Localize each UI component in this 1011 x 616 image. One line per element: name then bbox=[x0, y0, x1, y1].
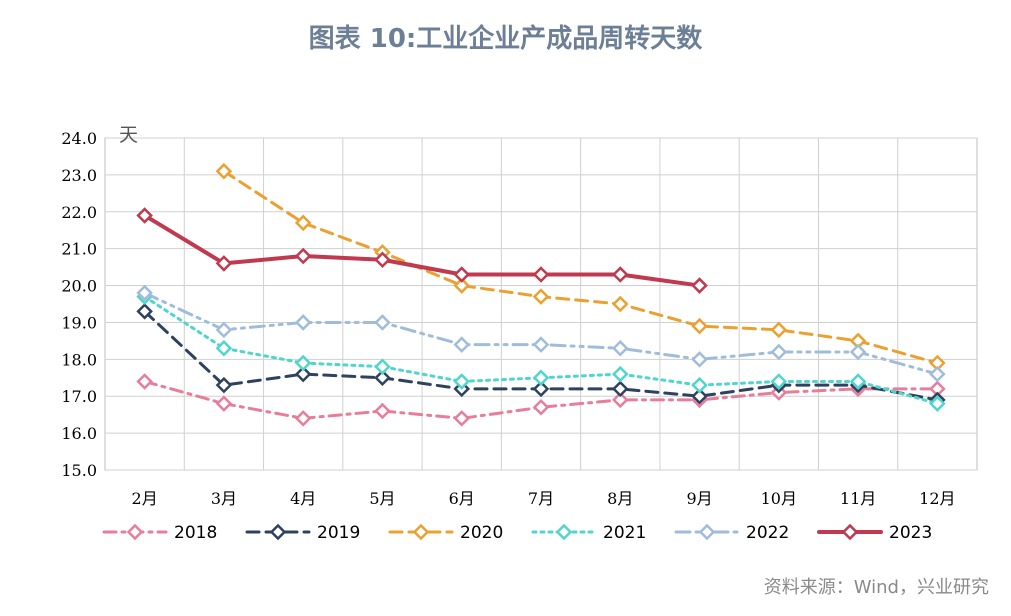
data-point-2022 bbox=[929, 365, 946, 383]
data-point-2021 bbox=[294, 354, 312, 372]
data-point-2022 bbox=[453, 336, 470, 353]
legend-marker-2019 bbox=[269, 523, 287, 541]
data-point-2018 bbox=[453, 410, 470, 427]
y-tick-label: 21.0 bbox=[61, 240, 97, 259]
x-tick-label: 8月 bbox=[607, 489, 633, 508]
y-tick-label: 23.0 bbox=[61, 166, 97, 185]
data-point-2018 bbox=[215, 395, 233, 412]
data-point-2022 bbox=[612, 339, 629, 357]
y-tick-label: 15.0 bbox=[61, 461, 97, 480]
legend-marker-2023 bbox=[841, 523, 859, 541]
data-point-2021 bbox=[374, 358, 391, 375]
data-point-2023 bbox=[374, 251, 391, 269]
y-tick-label: 24.0 bbox=[61, 129, 97, 148]
data-point-2022 bbox=[770, 343, 788, 361]
legend-label-2018: 2018 bbox=[174, 523, 217, 543]
data-point-2023 bbox=[612, 266, 629, 283]
legend-label-2022: 2022 bbox=[746, 523, 789, 543]
chart-title: 图表 10:工业企业产成品周转天数 bbox=[308, 24, 703, 54]
x-tick-label: 6月 bbox=[449, 489, 475, 508]
data-point-2021 bbox=[453, 373, 470, 390]
series-line-2020 bbox=[222, 169, 939, 365]
data-point-2021 bbox=[215, 339, 233, 357]
x-tick-label: 3月 bbox=[211, 489, 237, 508]
series-line-2023 bbox=[142, 213, 702, 288]
y-tick-label: 19.0 bbox=[61, 313, 97, 332]
data-point-2021 bbox=[929, 395, 946, 412]
data-point-2019 bbox=[215, 376, 233, 394]
data-point-2023 bbox=[453, 266, 470, 283]
data-point-2022 bbox=[374, 314, 391, 331]
x-tick-label: 12月 bbox=[919, 489, 955, 508]
data-point-2020 bbox=[215, 162, 233, 180]
data-point-2023 bbox=[215, 255, 233, 272]
y-tick-label: 17.0 bbox=[61, 387, 97, 406]
data-point-2018 bbox=[136, 373, 153, 390]
data-point-2022 bbox=[294, 314, 312, 331]
data-point-2021 bbox=[849, 373, 867, 390]
series-line-2018 bbox=[143, 379, 939, 420]
x-tick-label: 7月 bbox=[528, 489, 554, 508]
data-point-2019 bbox=[612, 380, 629, 398]
data-point-2020 bbox=[294, 214, 312, 232]
legend-label-2020: 2020 bbox=[460, 523, 503, 543]
data-point-2022 bbox=[136, 284, 153, 302]
data-point-2022 bbox=[849, 343, 867, 361]
data-point-2021 bbox=[770, 373, 788, 390]
data-point-2023 bbox=[532, 266, 550, 283]
source-note: 资料来源：Wind，兴业研究 bbox=[763, 577, 989, 598]
x-tick-label: 4月 bbox=[290, 489, 316, 508]
data-point-2022 bbox=[532, 336, 550, 353]
legend-marker-2021 bbox=[555, 523, 573, 541]
legend-marker-2018 bbox=[126, 523, 144, 541]
x-tick-label: 11月 bbox=[840, 489, 876, 508]
y-tick-label: 22.0 bbox=[61, 203, 97, 222]
data-point-2022 bbox=[215, 321, 233, 339]
x-tick-label: 2月 bbox=[132, 489, 158, 508]
legend-marker-2020 bbox=[412, 523, 430, 541]
data-point-2018 bbox=[612, 391, 629, 409]
y-tick-label: 18.0 bbox=[61, 350, 97, 369]
legend-label-2019: 2019 bbox=[317, 523, 360, 543]
data-point-2018 bbox=[294, 410, 312, 427]
data-point-2020 bbox=[532, 288, 550, 305]
x-tick-label: 5月 bbox=[369, 489, 395, 508]
data-point-2018 bbox=[374, 402, 391, 420]
data-point-2019 bbox=[136, 303, 153, 320]
data-point-2020 bbox=[770, 321, 788, 339]
data-point-2022 bbox=[691, 351, 708, 368]
legend-label-2021: 2021 bbox=[603, 523, 646, 543]
data-point-2019 bbox=[691, 387, 708, 405]
data-point-2019 bbox=[532, 380, 550, 398]
x-tick-label: 10月 bbox=[761, 489, 797, 508]
legend-label-2023: 2023 bbox=[889, 523, 932, 543]
y-axis-label: 天 bbox=[119, 124, 138, 146]
data-point-2019 bbox=[294, 365, 312, 383]
data-point-2023 bbox=[136, 207, 153, 224]
data-point-2021 bbox=[612, 365, 629, 383]
data-point-2021 bbox=[532, 369, 550, 387]
data-point-2021 bbox=[691, 376, 708, 394]
data-point-2023 bbox=[294, 247, 312, 265]
data-point-2019 bbox=[374, 369, 391, 387]
data-point-2018 bbox=[532, 399, 550, 416]
x-tick-label: 9月 bbox=[686, 489, 712, 508]
data-point-2020 bbox=[612, 295, 629, 313]
data-point-2020 bbox=[691, 317, 708, 335]
y-tick-label: 20.0 bbox=[61, 277, 97, 296]
legend-marker-2022 bbox=[698, 523, 716, 541]
data-point-2023 bbox=[691, 277, 708, 294]
data-point-2020 bbox=[453, 277, 470, 294]
y-tick-label: 16.0 bbox=[61, 424, 97, 443]
